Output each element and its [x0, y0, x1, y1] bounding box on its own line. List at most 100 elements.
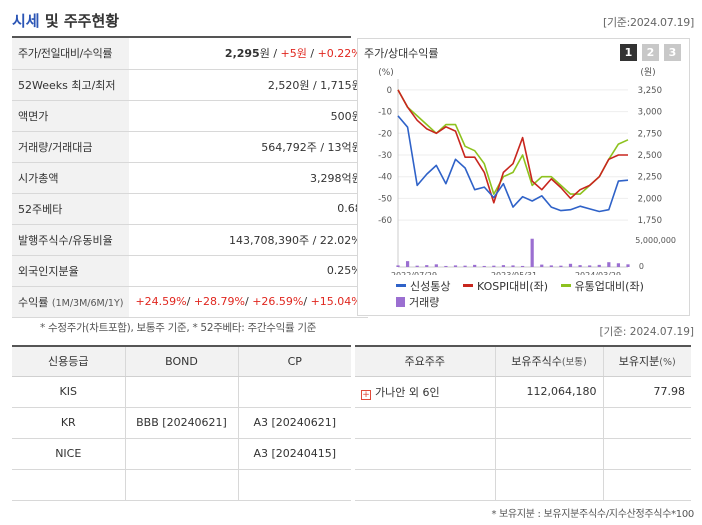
volume-bar	[616, 263, 621, 267]
legend-swatch	[396, 296, 405, 307]
quote-row-price: 주가/전일대비/수익률 2,295원 / +5원 / +0.22%	[12, 38, 368, 70]
col-header: BOND	[124, 345, 238, 377]
chart-page-3[interactable]: 3	[664, 44, 681, 61]
volume-tick-label: 0	[639, 262, 644, 271]
volume-bar	[607, 262, 611, 267]
right-tick-label: 2,000	[638, 194, 662, 204]
quote-value: +24.59%/ +28.79%/ +26.59%/ +15.04%	[129, 286, 368, 318]
right-tick-label: 3,250	[638, 86, 662, 96]
return-1m: +24.59%	[135, 295, 187, 308]
left-tick-label: -50	[378, 194, 392, 204]
quote-label: 52주베타	[12, 193, 130, 225]
holder-ratio: 77.98	[602, 376, 691, 408]
volume-bar	[568, 263, 573, 267]
quote-value: 500원	[129, 100, 368, 132]
volume-bar	[511, 265, 515, 267]
left-tick-label: -30	[378, 151, 392, 161]
col-header: CP	[237, 345, 351, 377]
agency: NICE	[12, 438, 125, 470]
left-axis-unit: (%)	[378, 68, 394, 78]
right-tick-label: 1,750	[638, 216, 662, 226]
expand-icon[interactable]: +	[361, 389, 371, 400]
cp-rating: A3 [20240415]	[237, 438, 351, 470]
series-line	[397, 89, 629, 195]
chart-legend: 신성통상 KOSPI대비(좌) 유통업대비(좌) 거래량	[396, 277, 686, 310]
holder-header-row: 주요주주 보유주식수(보통) 보유지분(%)	[355, 345, 691, 377]
quote-footnote: * 수정주가(차트포함), 보통주 기준, * 52주베타: 주간수익률 기준	[40, 322, 317, 334]
divider	[12, 36, 351, 38]
table-row	[355, 407, 691, 439]
bond-rating	[124, 376, 238, 408]
return-1y: +15.04%	[310, 295, 362, 308]
chart-page-1[interactable]: 1	[620, 44, 637, 61]
quote-value: 143,708,390주 / 22.02%	[129, 224, 368, 256]
quote-label: 시가총액	[12, 162, 130, 194]
left-tick-label: -20	[378, 129, 392, 139]
series-line	[397, 115, 629, 213]
change: +5원	[280, 47, 307, 61]
quote-label: 52Weeks 최고/최저	[12, 69, 130, 101]
agency: KIS	[12, 376, 125, 408]
quote-label: 외국인지분율	[12, 255, 130, 287]
chart-panel: 주가/상대수익률 1 2 3 (%) (원) 0 -10 -20 -30 -40 -50 -60…	[357, 38, 690, 316]
price-chart: (%) (원) 0 -10 -20 -30 -40 -50 -60 3,250 3,000 2,750…	[378, 67, 676, 275]
holder-shares: 112,064,180	[494, 376, 603, 408]
chart-base-date: [기준: 2024.07.19]	[599, 326, 694, 338]
legend-item[interactable]: 거래량	[396, 294, 439, 310]
volume-bar	[396, 265, 400, 267]
x-tick-label: 2023/05/31	[491, 271, 537, 275]
chart-page-2[interactable]: 2	[642, 44, 659, 61]
table-row	[355, 469, 691, 501]
volume-bar	[453, 265, 458, 267]
title-part2: 및 주주현황	[44, 12, 120, 30]
volume-bar	[501, 265, 506, 267]
quote-table: 주가/전일대비/수익률 2,295원 / +5원 / +0.22% 52Week…	[12, 38, 368, 318]
table-row	[355, 438, 691, 470]
quote-row-returns: 수익률 (1M/3M/6M/1Y) +24.59%/ +28.79%/ +26.…	[12, 286, 368, 318]
table-row: NICE A3 [20240415]	[12, 438, 351, 470]
volume-bar	[434, 264, 438, 267]
table-row: + 가나안 외 6인 112,064,180 77.98	[355, 376, 691, 408]
volume-bar	[530, 238, 534, 267]
price: 2,295	[224, 47, 260, 61]
quote-row-market-cap: 시가총액 3,298억원	[12, 162, 368, 194]
legend-swatch	[462, 284, 473, 287]
table-row: KR BBB [20240621] A3 [20240621]	[12, 407, 351, 439]
return-6m: +26.59%	[252, 295, 304, 308]
volume-bar	[444, 265, 448, 267]
volume-bar	[473, 264, 477, 267]
legend-swatch	[396, 284, 406, 287]
bond-rating	[124, 438, 238, 470]
quote-value: 2,520원 / 1,715원	[129, 69, 368, 101]
quote-row-52weeks: 52Weeks 최고/최저 2,520원 / 1,715원	[12, 69, 368, 101]
quote-label: 수익률 (1M/3M/6M/1Y)	[12, 286, 130, 318]
title-part1: 시세	[12, 12, 40, 30]
legend-item[interactable]: 신성통상	[396, 278, 450, 294]
quote-label: 발행주식수/유동비율	[12, 224, 130, 256]
legend-item[interactable]: 유통업대비(좌)	[560, 278, 644, 294]
legend-item[interactable]: KOSPI대비(좌)	[462, 278, 548, 294]
agency: KR	[12, 407, 125, 439]
shareholder-table: 주요주주 보유주식수(보통) 보유지분(%) + 가나안 외 6인 112,064…	[355, 345, 691, 501]
change-rate: +0.22%	[317, 47, 362, 61]
volume-bar	[463, 265, 467, 267]
bond-rating: BBB [20240621]	[124, 407, 238, 439]
legend-swatch	[560, 284, 571, 287]
col-header: 보유주식수(보통)	[494, 345, 603, 377]
volume-bar	[597, 264, 601, 267]
x-tick-label: 2024/03/29	[575, 271, 621, 275]
cp-rating: A3 [20240621]	[237, 407, 351, 439]
volume-bar	[405, 261, 410, 267]
volume-bar	[425, 265, 429, 267]
quote-row-foreign: 외국인지분율 0.25%	[12, 255, 368, 287]
quote-value: 2,295원 / +5원 / +0.22%	[129, 38, 368, 70]
volume-bar	[626, 264, 630, 267]
left-tick-label: 0	[387, 86, 392, 96]
volume-bar	[549, 265, 553, 267]
return-3m: +28.79%	[193, 295, 246, 308]
base-date: [기준:2024.07.19]	[602, 16, 694, 29]
col-header: 주요주주	[355, 345, 495, 377]
quote-row-volume: 거래량/거래대금 564,792주 / 13억원	[12, 131, 368, 163]
holder-name[interactable]: + 가나안 외 6인	[355, 376, 495, 408]
quote-value: 0.68	[129, 193, 368, 225]
